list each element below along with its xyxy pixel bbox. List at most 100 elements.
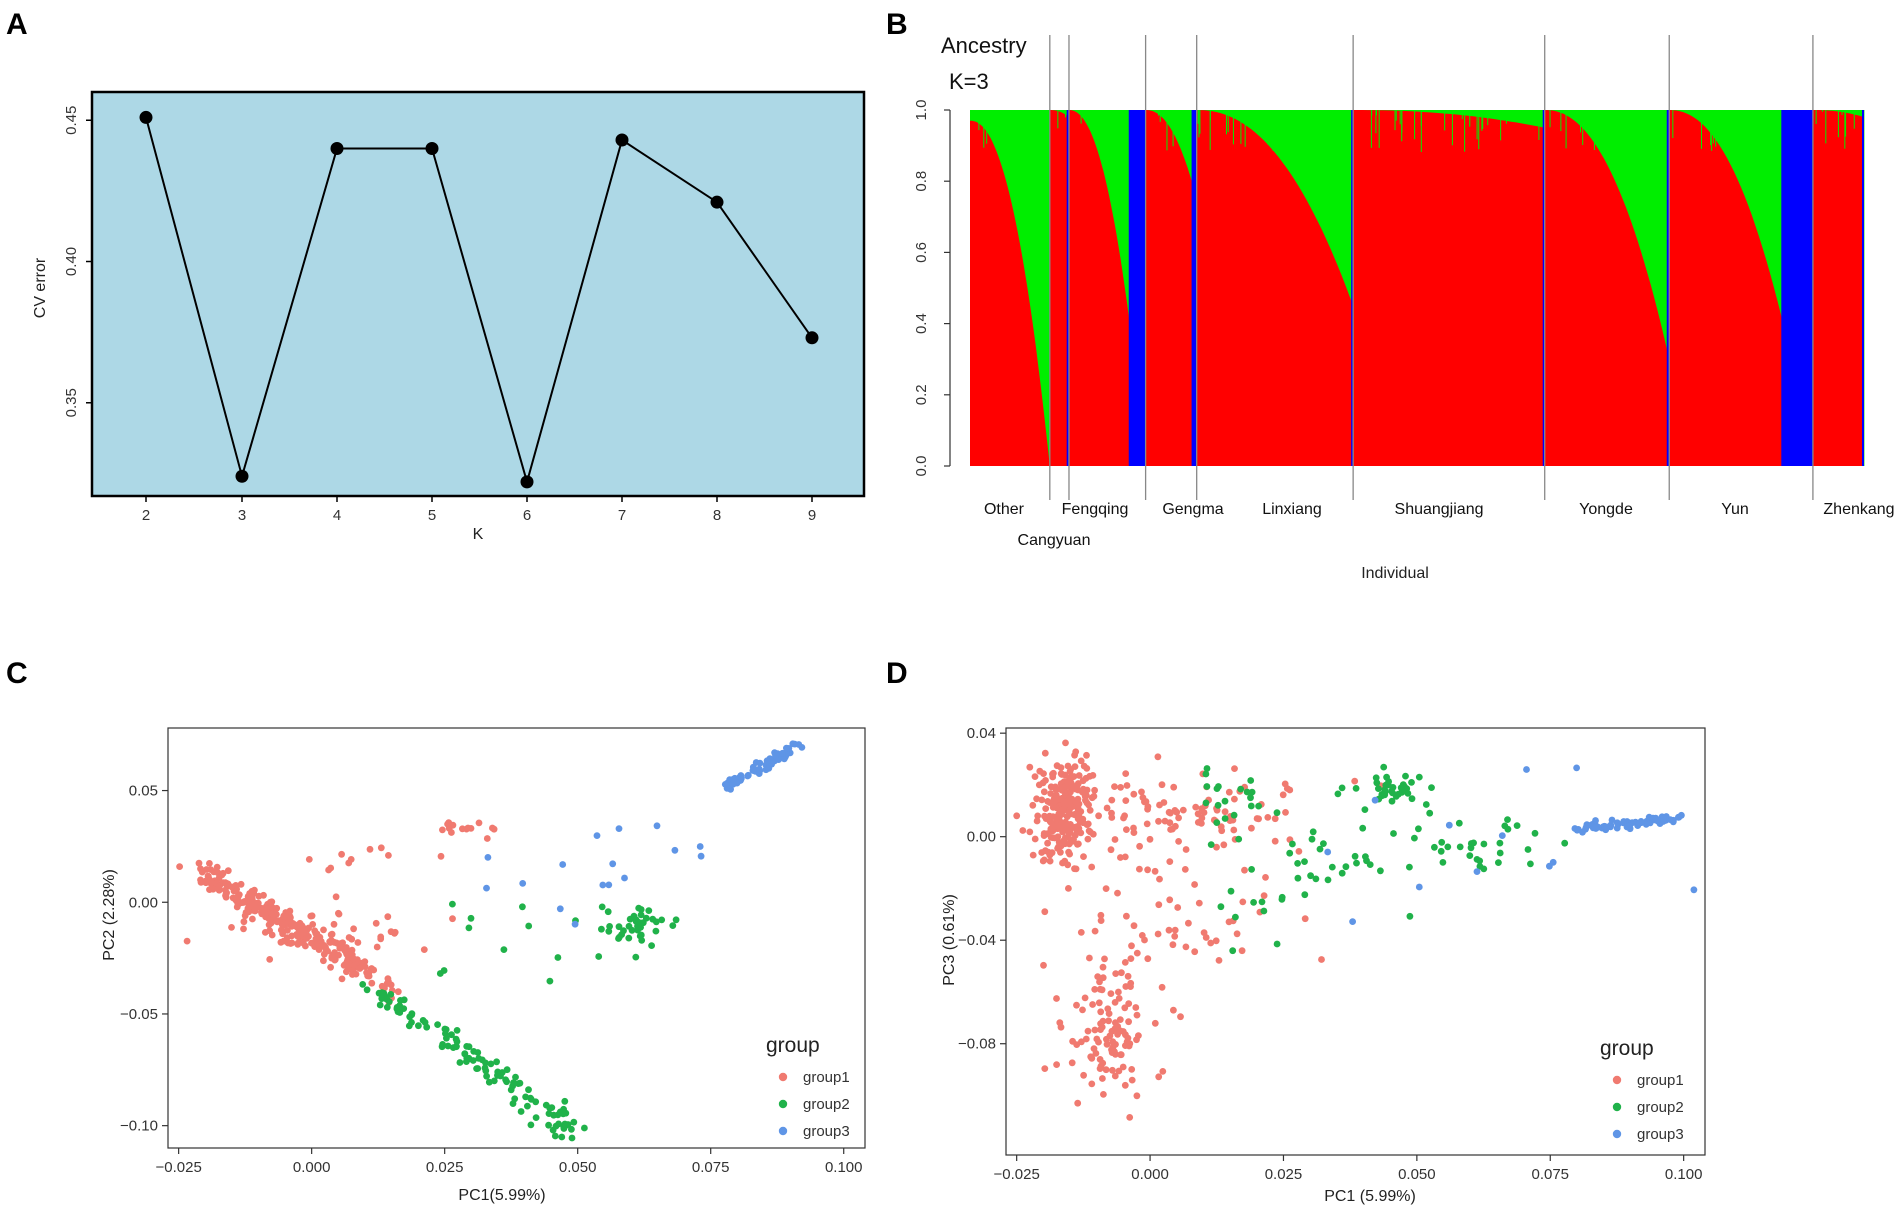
pca-d-point-group2: [1504, 816, 1511, 823]
pca-d-point-group1: [1166, 858, 1174, 865]
pca-d-point-group1: [1156, 875, 1163, 883]
pca-d-point-group1: [1083, 751, 1090, 759]
pca-c-point-group1: [448, 829, 455, 836]
pca-d-point-group1: [1040, 961, 1047, 969]
pca-c-point-group1: [241, 898, 249, 905]
pca-d-point-group1: [1111, 836, 1119, 843]
pca-d-point-group1: [1031, 773, 1039, 780]
pca-d-point-group1: [1301, 915, 1309, 923]
pca-d-point-group3: [1613, 819, 1621, 827]
pca-c-point-group2: [546, 1104, 554, 1112]
pca-d-point-group1: [1074, 795, 1082, 803]
pca-d-point-group1: [1282, 809, 1289, 816]
pca-d-point-group2: [1338, 869, 1346, 877]
pca-c-point-group1: [266, 927, 273, 935]
pca-d-point-group2: [1426, 809, 1434, 817]
pca-c-point-group1: [308, 939, 315, 947]
pca-c-point-group1: [205, 873, 212, 880]
pca-d-point-group2: [1213, 785, 1221, 792]
pca-d-point-group1: [1077, 929, 1085, 936]
pca-d-point-group1: [1286, 786, 1294, 794]
ancestry-blue-block: [1666, 110, 1670, 466]
pca-c-point-group2: [483, 1072, 490, 1080]
pca-d-point-group2: [1312, 875, 1320, 883]
pca-c-point-group1: [265, 921, 273, 929]
pca-c-point-group3: [671, 846, 679, 854]
pca-c-point-group2: [615, 923, 623, 931]
pca-c-point-group1: [439, 826, 446, 834]
ancestry-y-tick-label: 0.4: [913, 313, 930, 334]
pca-d-point-group1: [1044, 798, 1052, 805]
pca-c-point-group1: [322, 943, 329, 951]
pca-d-point-group1: [1029, 801, 1037, 809]
pca-d-point-group1: [1125, 1000, 1133, 1007]
pca-d-point-group1: [1050, 799, 1058, 806]
pca-d-point-group2: [1373, 779, 1381, 787]
pca-d-point-group2: [1444, 843, 1452, 851]
pca-d-point-group3: [1613, 824, 1621, 832]
cv-error-x-tick-label: 4: [333, 507, 341, 524]
cv-error-point: [330, 142, 344, 156]
pca-d-point-group1: [1053, 995, 1060, 1002]
pca-c-point-group2: [642, 914, 650, 922]
pca-c-point-group1: [356, 965, 364, 972]
pca-d-point-group1: [1119, 1063, 1127, 1071]
pca-c-point-group2: [517, 1108, 525, 1115]
pca-d-point-group1: [1080, 1071, 1087, 1079]
pca-c-x-tick-label: 0.050: [559, 1159, 597, 1176]
pca-c-point-group1: [284, 927, 291, 934]
pca-c-point-group1: [327, 864, 335, 872]
pca-d-point-group1: [1026, 763, 1034, 771]
cv-error-x-tick-label: 6: [523, 507, 531, 524]
pca-d-point-group1: [1136, 842, 1143, 850]
pca-d-point-group1: [1122, 770, 1130, 777]
pca-c-point-group1: [275, 917, 283, 925]
pca-d-point-group2: [1388, 787, 1395, 795]
pca-d-point-group2: [1527, 860, 1534, 868]
pca-d-y-tick-label: 0.04: [967, 725, 996, 742]
pca-d-point-group1: [1041, 908, 1049, 916]
pca-d-point-group1: [1108, 1027, 1116, 1035]
pca-d-point-group1: [1295, 848, 1303, 855]
pca-c-point-group2: [503, 1066, 511, 1074]
pca-d-point-group1: [1177, 1013, 1184, 1021]
ancestry-title: Ancestry: [941, 33, 1027, 58]
pca-d-point-group1: [1175, 814, 1182, 822]
pca-d-point-group1: [1117, 784, 1124, 791]
pca-d-point-group1: [1080, 853, 1087, 860]
pca-d-point-group1: [1133, 1011, 1141, 1019]
pca-d-point-group1: [1141, 936, 1148, 944]
pca-d-point-group1: [1191, 948, 1199, 956]
pca-c-point-group2: [502, 1076, 509, 1084]
pca-d-point-group1: [1099, 963, 1107, 971]
pca-d-point-group2: [1229, 947, 1237, 955]
pca-d-point-group1: [1033, 795, 1040, 803]
pca-d-point-group1: [1053, 813, 1061, 821]
pca-d-point-group2: [1366, 861, 1374, 868]
pca-c-point-group1: [255, 892, 263, 900]
cv-error-point: [615, 133, 629, 147]
pca-d-point-group1: [1054, 833, 1062, 841]
pca-c-point-group3: [605, 881, 613, 889]
pca-d-point-group1: [1096, 985, 1104, 993]
pca-c-point-group2: [637, 906, 645, 913]
pca-c-point-group2: [482, 1067, 490, 1075]
ancestry-y-tick-label: 0.2: [913, 384, 930, 405]
pca-d-point-group1: [1215, 957, 1223, 964]
pca-d-point-group1: [1166, 896, 1174, 904]
pca-c-point-group3: [737, 775, 745, 782]
pca-c-point-group1: [294, 940, 302, 948]
pca-d-point-group1: [1107, 990, 1115, 997]
pca-d-point-group1: [1112, 1041, 1119, 1048]
pca-c-point-group1: [394, 988, 402, 996]
ancestry-population-yun: [1669, 110, 1814, 466]
pca-c-legend-label: group1: [803, 1069, 850, 1086]
pca-d-point-group1: [1130, 790, 1138, 798]
pca-d-point-group1: [1165, 926, 1173, 934]
pca-c-point-group2: [393, 1004, 401, 1011]
pca-d-point-group2: [1273, 809, 1281, 817]
pca-c-point-group1: [183, 937, 191, 945]
pca-c-point-group2: [525, 1086, 532, 1094]
pca-d-point-group3: [1623, 823, 1631, 831]
